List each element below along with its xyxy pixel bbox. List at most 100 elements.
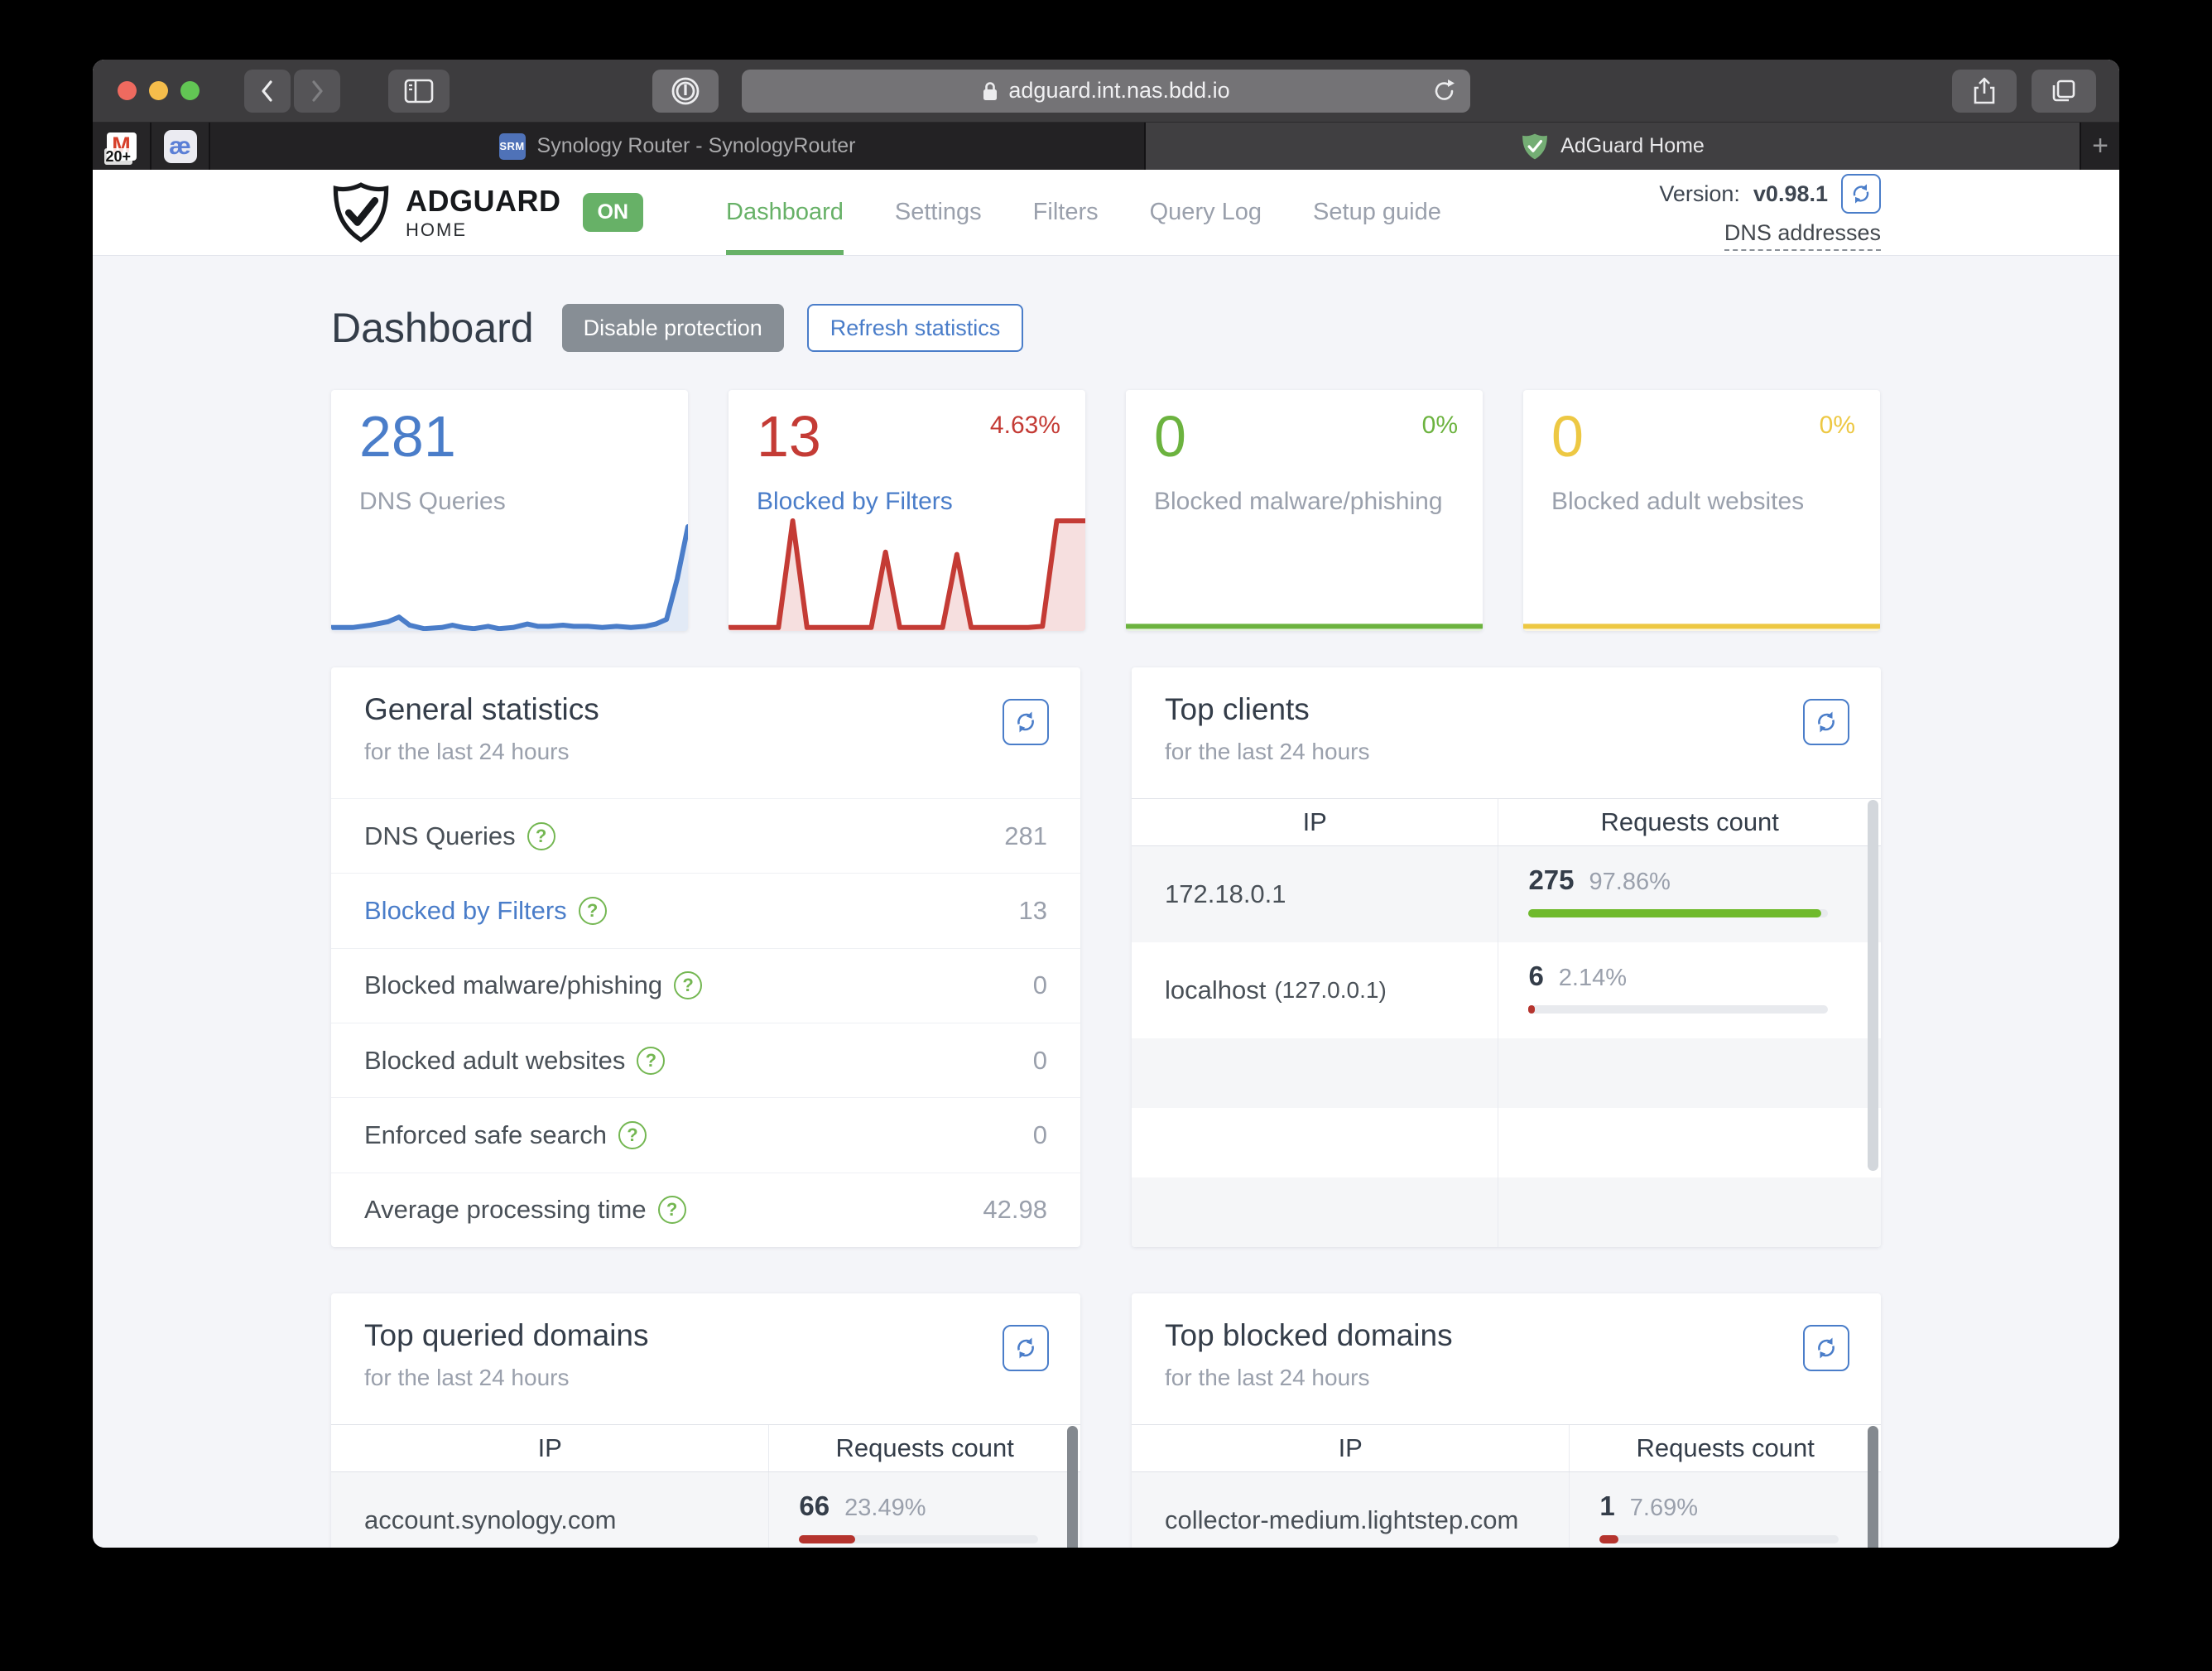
sidebar-toggle-button[interactable]: [388, 69, 450, 113]
minimize-button[interactable]: [149, 81, 168, 100]
version-row: Version: v0.98.1: [1659, 174, 1881, 214]
list-item: Blocked by Filters? 13: [331, 873, 1080, 947]
adguard-logo[interactable]: ADGUARD HOME: [331, 170, 561, 255]
request-percent: 2.14%: [1558, 965, 1628, 991]
stat-card-blocked-malware: 0 0% Blocked malware/phishing: [1126, 390, 1483, 631]
extension-icon: [671, 77, 700, 104]
stat-row-value: 0: [1032, 1120, 1047, 1149]
check-updates-button[interactable]: [1841, 174, 1881, 214]
refresh-card-button[interactable]: [1003, 1325, 1049, 1371]
stat-label: Blocked malware/phishing: [1154, 488, 1443, 515]
help-icon[interactable]: ?: [657, 1196, 686, 1225]
stat-row-value: 0: [1032, 970, 1047, 1000]
table-scrollbar[interactable]: [1868, 1426, 1878, 1548]
card-title: Top blocked domains: [1165, 1318, 1453, 1352]
list-item: Blocked malware/phishing? 0: [331, 947, 1080, 1023]
stat-row-value: 13: [1018, 895, 1047, 925]
srm-favicon: SRM: [498, 132, 526, 160]
progress-bar: [799, 1535, 1039, 1543]
pinned-tab-gmail[interactable]: M 20+: [93, 123, 151, 170]
reload-icon[interactable]: [1432, 78, 1457, 104]
back-button[interactable]: [244, 69, 291, 113]
request-percent: 97.86%: [1589, 869, 1671, 895]
request-count: 6: [1528, 961, 1544, 991]
main-nav: Dashboard Settings Filters Query Log Set…: [726, 170, 1441, 255]
stat-row-label: DNS Queries: [364, 821, 516, 850]
refresh-icon: [1818, 1337, 1835, 1359]
stat-card-blocked-adult: 0 0% Blocked adult websites: [1523, 390, 1880, 631]
empty-row: [1132, 1177, 1881, 1247]
refresh-statistics-button[interactable]: Refresh statistics: [806, 304, 1024, 352]
close-button[interactable]: [118, 81, 137, 100]
url-text: adguard.int.nas.bdd.io: [1008, 78, 1230, 103]
dns-addresses-link[interactable]: DNS addresses: [1724, 220, 1881, 251]
new-tab-button[interactable]: +: [2081, 123, 2119, 170]
table-scrollbar[interactable]: [1868, 800, 1878, 1171]
help-icon[interactable]: ?: [527, 821, 555, 850]
disable-protection-button[interactable]: Disable protection: [561, 304, 784, 352]
card-subtitle: for the last 24 hours: [364, 739, 570, 764]
table-scrollbar[interactable]: [1067, 1426, 1078, 1548]
table-row: 172.18.0.1 275 97.86%: [1132, 846, 1881, 942]
stat-row-value: 0: [1032, 1045, 1047, 1075]
column-header-ip: IP: [331, 1425, 770, 1471]
address-bar[interactable]: adguard.int.nas.bdd.io: [742, 69, 1470, 113]
sparkline-chart: [1523, 515, 1880, 631]
stat-percent: 0%: [1421, 412, 1458, 439]
stat-row-label-link[interactable]: Blocked by Filters: [364, 895, 567, 925]
refresh-card-button[interactable]: [1003, 699, 1049, 745]
tab-title: AdGuard Home: [1560, 134, 1705, 157]
clients-table: IP Requests count 172.18.0.1 275 97.86%: [1132, 798, 1881, 1247]
tab-adguard-home[interactable]: AdGuard Home: [1146, 123, 2081, 170]
window-controls: [118, 81, 200, 100]
refresh-card-button[interactable]: [1803, 699, 1849, 745]
card-subtitle: for the last 24 hours: [1165, 739, 1370, 764]
zoom-button[interactable]: [180, 81, 200, 100]
help-icon[interactable]: ?: [637, 1046, 666, 1075]
brand-name: ADGUARD: [406, 183, 561, 218]
progress-bar-fill: [1528, 909, 1822, 917]
refresh-icon: [1853, 184, 1869, 204]
stat-label-link[interactable]: Blocked by Filters: [757, 488, 953, 515]
empty-row: [1132, 1108, 1881, 1177]
brand-subname: HOME: [406, 219, 467, 240]
help-icon[interactable]: ?: [674, 971, 703, 1000]
stat-row-value: 281: [1004, 821, 1047, 850]
help-icon[interactable]: ?: [618, 1120, 647, 1149]
stat-value: 281: [359, 404, 456, 469]
stat-value: 0: [1551, 404, 1584, 469]
list-item: DNS Queries? 281: [331, 798, 1080, 873]
nav-query-log[interactable]: Query Log: [1149, 199, 1262, 225]
blocked-domains-table: IP Requests count collector-medium.light…: [1132, 1424, 1881, 1548]
general-statistics-card: General statistics for the last 24 hours: [331, 667, 1080, 1247]
nav-setup-guide[interactable]: Setup guide: [1313, 199, 1441, 225]
browser-titlebar: adguard.int.nas.bdd.io: [93, 60, 2119, 123]
list-item: Average processing time? 42.98: [331, 1172, 1080, 1247]
request-count: 275: [1528, 864, 1575, 895]
tabs-icon: [2052, 79, 2075, 101]
adguard-shield-icon: [333, 181, 389, 243]
client-ip: localhost: [1165, 975, 1267, 1004]
table-row: collector-medium.lightstep.com 1 7.69%: [1132, 1472, 1881, 1548]
nav-filters[interactable]: Filters: [1032, 199, 1099, 225]
progress-bar: [1599, 1535, 1839, 1543]
help-icon[interactable]: ?: [578, 896, 607, 925]
column-header-count: Requests count: [1600, 807, 1779, 836]
content-blocker-extension-button[interactable]: [652, 69, 719, 113]
sparkline-chart: [331, 515, 688, 631]
progress-bar-fill: [799, 1535, 856, 1543]
chevron-left-icon: [262, 79, 272, 102]
tab-synology-router[interactable]: SRM Synology Router - SynologyRouter: [210, 123, 1146, 170]
tab-bar: M 20+ æ SRM Synology Router - SynologyRo…: [93, 123, 2119, 170]
nav-dashboard[interactable]: Dashboard: [726, 170, 844, 255]
share-icon: [1974, 77, 1995, 104]
forward-button[interactable]: [294, 69, 340, 113]
nav-settings[interactable]: Settings: [894, 199, 982, 225]
stat-label: DNS Queries: [359, 488, 506, 515]
pinned-tab-ae[interactable]: æ: [151, 123, 210, 170]
stat-row-value: 42.98: [983, 1195, 1047, 1225]
tab-overview-button[interactable]: [2032, 69, 2096, 113]
refresh-card-button[interactable]: [1803, 1325, 1849, 1371]
page-title: Dashboard: [331, 305, 534, 351]
share-button[interactable]: [1952, 69, 2017, 113]
